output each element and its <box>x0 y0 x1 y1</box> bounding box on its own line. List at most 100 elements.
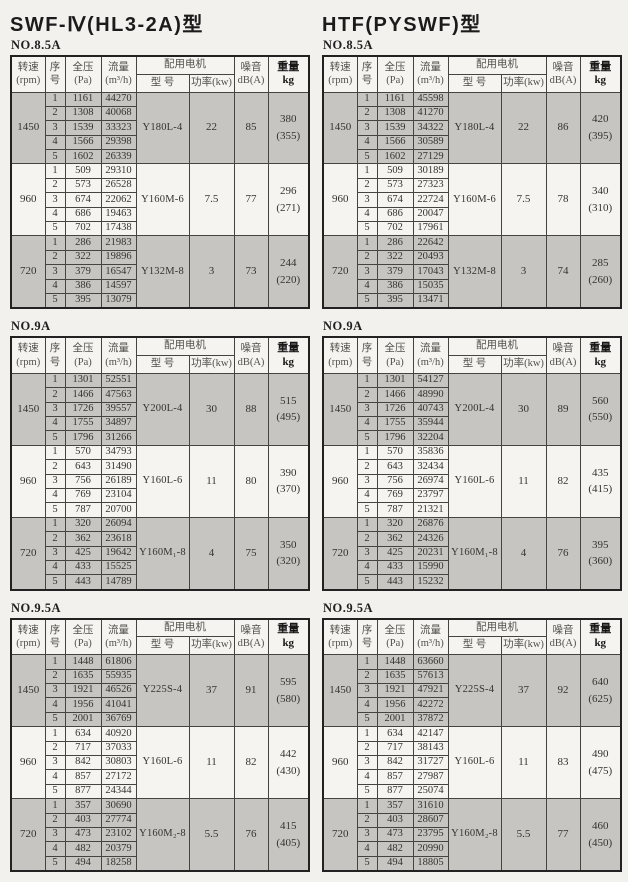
motor-model-cell: Y160L-6 <box>135 444 190 518</box>
table-row: 5 1796 32204 <box>323 430 621 446</box>
pressure-cell: 286 <box>376 235 414 251</box>
header-weight-line1: 重量 <box>589 623 612 636</box>
pressure-cell: 1726 <box>376 401 414 418</box>
flow-cell: 26528 <box>100 177 137 194</box>
rpm-cell: 1450 <box>10 654 46 728</box>
motor-model-cell: Y225S-4 <box>135 654 190 728</box>
table-row: 4 386 15035 <box>323 278 621 294</box>
header-rpm-line1: 转速 <box>17 62 39 74</box>
motor-model-cell: Y160L-6 <box>447 726 502 800</box>
noise-cell: 77 <box>545 798 581 872</box>
motor-model-cell: Y160M-6 <box>135 163 190 237</box>
seq-cell: 1 <box>356 654 378 670</box>
pressure-cell: 1466 <box>376 387 414 403</box>
header-seq-line1: 序 <box>361 343 373 355</box>
weight-value: 460 <box>592 820 609 833</box>
seq-cell: 2 <box>356 668 378 685</box>
flow-cell: 17438 <box>100 221 137 237</box>
table-row: 4 1956 42272 <box>323 697 621 713</box>
pressure-cell: 1301 <box>376 372 414 389</box>
flow-cell: 17961 <box>412 221 449 237</box>
weight-value: 435 <box>592 466 609 479</box>
seq-cell: 1 <box>356 235 378 251</box>
header-rpm-line2: (rpm) <box>328 356 353 368</box>
flow-cell: 19896 <box>100 249 137 266</box>
seq-cell: 4 <box>44 278 66 294</box>
pressure-cell: 686 <box>376 206 414 223</box>
seq-cell: 5 <box>44 711 66 728</box>
pressure-cell: 1602 <box>376 149 414 165</box>
header-row-1: 转速 (rpm) 序号全压 (Pa) 流量 (m³/h) 配用电机 噪音 dB(A) 重量 kg <box>10 618 310 656</box>
pressure-cell: 433 <box>376 559 414 576</box>
pressure-cell: 1602 <box>64 149 102 165</box>
seq-cell: 5 <box>356 711 378 728</box>
pressure-cell: 443 <box>64 574 102 591</box>
pressure-cell: 2001 <box>64 711 102 728</box>
pressure-cell: 443 <box>376 574 414 591</box>
header-noise: 噪音 dB(A) <box>233 336 269 374</box>
header-weight: 重量 kg <box>579 618 622 656</box>
seq-cell: 5 <box>356 783 378 800</box>
weight-cell: 515 (495) <box>267 372 310 446</box>
flow-cell: 26876 <box>412 516 449 533</box>
rpm-cell: 720 <box>10 516 46 591</box>
section-right: HTF(PYSWF)型 NO.8.5A 转速 (rpm) 序号全压 (Pa) 流量 (m³/h… <box>322 6 622 882</box>
weight-alt-value: (450) <box>588 836 613 849</box>
seq-cell: 2 <box>356 105 378 122</box>
pressure-cell: 322 <box>376 249 414 266</box>
weight-cell: 415 (405) <box>267 798 310 872</box>
header-row-1: 转速 (rpm) 序号全压 (Pa) 流量 (m³/h) 配用电机 噪音 dB(A) 重量 kg <box>10 336 310 374</box>
pressure-cell: 686 <box>64 206 102 223</box>
pressure-cell: 674 <box>64 192 102 208</box>
table-row: 960 1 570 35836 Y160L-6 11 82 435 (415) <box>322 444 622 518</box>
flow-cell: 47563 <box>100 387 137 403</box>
motor-power-cell: 5.5 <box>500 798 547 872</box>
weight-value: 560 <box>592 394 609 407</box>
table-row: 1450 1 1301 54127 Y200L-4 30 89 560 (550) <box>322 372 622 446</box>
weight-alt-value: (550) <box>588 411 613 424</box>
header-pressure-line2: (Pa) <box>386 75 404 87</box>
flow-cell: 30589 <box>412 134 449 151</box>
table-row: 2 573 26528 <box>11 177 309 194</box>
motor-model-cell: Y200L-4 <box>447 372 502 446</box>
pressure-cell: 1539 <box>64 120 102 136</box>
header-noise: 噪音 dB(A) <box>545 55 581 93</box>
header-pressure: 全压 (Pa) <box>64 618 102 656</box>
flow-cell: 26339 <box>100 149 137 165</box>
motor-power-cell: 30 <box>500 372 547 446</box>
flow-cell: 23102 <box>100 826 137 843</box>
weight-cell: 340 (310) <box>579 163 622 237</box>
header-rpm-line1: 转速 <box>17 624 39 636</box>
table-row: 960 1 509 30189 Y160M-6 7.5 78 340 (310) <box>322 163 622 237</box>
noise-cell: 78 <box>545 163 581 237</box>
table-row: 960 1 570 34793 Y160L-6 11 80 390 (370) <box>10 444 310 518</box>
flow-cell: 14789 <box>100 574 137 591</box>
weight-alt-value: (271) <box>276 201 301 214</box>
weight-cell: 442 (430) <box>267 726 310 800</box>
flow-cell: 39557 <box>100 401 137 418</box>
pressure-cell: 573 <box>376 177 414 194</box>
flow-cell: 31610 <box>412 798 449 814</box>
noise-cell: 86 <box>545 91 581 165</box>
pressure-cell: 1466 <box>64 387 102 403</box>
seq-cell: 5 <box>356 292 378 309</box>
seq-cell: 4 <box>356 206 378 223</box>
flow-cell: 22642 <box>412 235 449 251</box>
motor-power-cell: 3 <box>500 235 547 309</box>
header-seq: 序号 <box>44 55 66 93</box>
seq-cell: 4 <box>44 206 66 223</box>
header-seq-line1: 序 <box>361 62 373 74</box>
table-row: 720 1 357 31610 Y160M₂-8 5.5 77 460 (450) <box>322 798 622 872</box>
header-flow: 流量 (m³/h) <box>100 55 137 93</box>
header-rpm-line1: 转速 <box>329 62 351 74</box>
header-pressure-line2: (Pa) <box>74 637 92 649</box>
weight-cell: 435 (415) <box>579 444 622 518</box>
noise-cell: 85 <box>233 91 269 165</box>
pressure-cell: 425 <box>64 545 102 561</box>
pressure-cell: 717 <box>64 740 102 756</box>
table-row: 2 403 28607 <box>323 812 621 828</box>
pressure-cell: 395 <box>376 292 414 309</box>
noise-cell: 88 <box>233 372 269 446</box>
weight-cell: 395 (360) <box>579 516 622 591</box>
seq-cell: 3 <box>356 826 378 843</box>
